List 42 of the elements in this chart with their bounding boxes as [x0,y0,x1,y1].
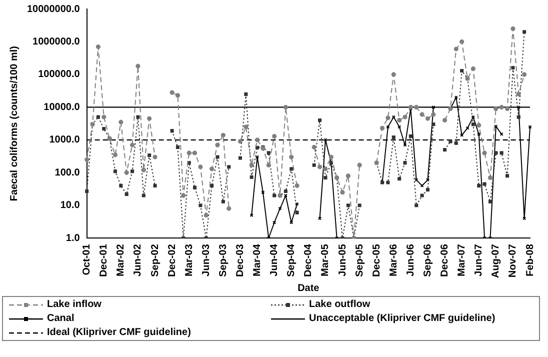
x-tick-label: Jun-04 [269,244,280,276]
x-tick-label: Sep-03 [218,244,229,277]
y-tick-label: 10000.0 [44,102,80,113]
legend-label: Unacceptable (Klipriver CMF guideline) [309,313,496,324]
y-tick-label: 1.0 [66,232,80,244]
x-tick-label: Sep-02 [150,244,161,277]
x-tick-label: Dec-05 [371,244,382,277]
x-tick-label: Nov-07 [508,244,519,278]
x-tick-label: Dec-01 [98,244,110,277]
y-tick-label: 10.0 [60,200,80,212]
x-tick-label: Mar-03 [184,244,195,276]
x-tick-label: Dec-02 [166,244,178,277]
legend-label: Lake outflow [309,299,370,310]
x-tick-label: Sep-04 [286,244,298,277]
x-tick-label: Jun-05 [337,244,348,276]
x-tick-label: Aug-07 [490,244,502,278]
x-tick-label: Mar-04 [252,244,264,276]
x-tick-label: Mar-07 [456,244,468,276]
x-tick-label: Oct-01 [82,244,93,276]
y-tick-label: 10000000.0 [26,4,80,15]
legend-label: Canal [47,313,74,324]
x-tick-label: Feb-08 [524,244,536,276]
x-tick-label: Sep-06 [422,244,434,277]
x-tick-label: Mar-05 [320,244,332,276]
y-tick-label: 100.0 [54,167,80,178]
x-tick-label: Mar-02 [116,244,127,276]
legend-label: Ideal (Klipriver CMF guideline) [47,327,191,338]
x-axis-title: Date [298,282,320,294]
y-tick-label: 1000.0 [49,134,80,146]
x-tick-label: Jun-07 [474,244,485,276]
x-tick-label: Jun-03 [200,244,212,276]
x-tick-label: Mar-06 [388,244,400,276]
y-tick-label: 100000.0 [38,69,80,80]
x-tick-label: Dec-03 [234,244,246,277]
y-tick-label: 1000000.0 [32,36,80,48]
x-tick-label: Jun-02 [132,244,144,276]
y-axis-title: Faecal coliforms (counts/100 ml) [8,46,20,202]
legend-label: Lake inflow [47,299,102,310]
x-tick-label: Dec-06 [440,244,451,277]
x-tick-label: Dec-04 [303,244,314,277]
x-tick-label: Sep-05 [354,244,366,277]
x-tick-label: Jun-06 [405,244,416,276]
